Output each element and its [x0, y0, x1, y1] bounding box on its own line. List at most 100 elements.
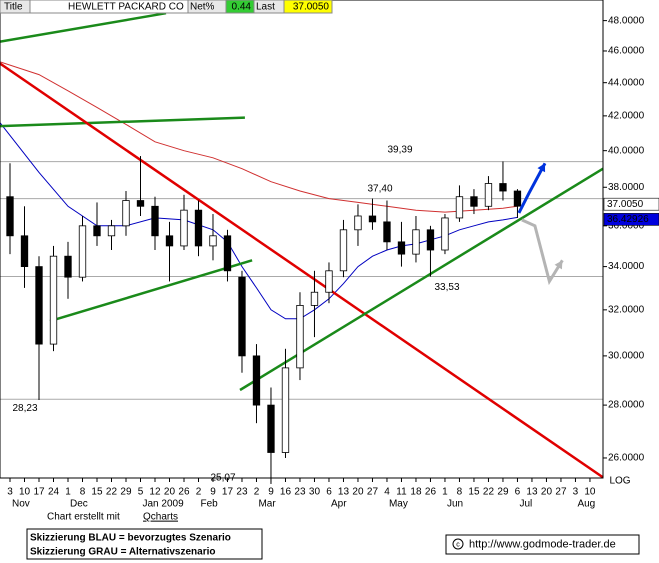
- header-label: Title: [4, 2, 23, 13]
- candle-body: [267, 404, 275, 453]
- last-value-box: [603, 213, 659, 226]
- candle-body: [64, 255, 72, 278]
- level-label: 37,40: [367, 183, 392, 194]
- last-value-label: 37.0050: [607, 199, 644, 210]
- candle-body: [296, 305, 304, 369]
- x-tick-label: 17: [222, 487, 234, 498]
- x-tick-label: 13: [526, 487, 538, 498]
- x-tick-label: 29: [120, 487, 132, 498]
- legend-text: Skizzierung GRAU = Alternativszenario: [30, 547, 216, 558]
- x-tick-label: 4: [384, 487, 390, 498]
- candle-body: [6, 196, 14, 237]
- candle-body: [426, 229, 435, 251]
- x-tick-label: 5: [138, 487, 144, 498]
- y-tick-label: 36.0000: [608, 220, 645, 231]
- x-tick-label: 27: [367, 487, 379, 498]
- y-tick-label: 46.0000: [608, 46, 645, 57]
- url: http://www.godmode-trader.de: [469, 538, 616, 550]
- candle-body: [484, 183, 493, 207]
- y-tick-label: 28.0000: [608, 400, 645, 411]
- header-label: Net%: [190, 2, 215, 13]
- legend-text: Skizzierung BLAU = bevorzugtes Szenario: [30, 533, 231, 544]
- x-tick-label: 6: [515, 487, 521, 498]
- month-label: Apr: [331, 499, 347, 510]
- scenario-path: [521, 218, 564, 286]
- header-label: Last: [256, 2, 275, 13]
- trendline: [0, 62, 604, 479]
- candle-body: [325, 270, 333, 293]
- month-label: Jun: [447, 499, 463, 510]
- candle-body: [252, 355, 261, 406]
- last-value-label: 36.42926: [607, 214, 649, 225]
- arrow-head: [537, 163, 546, 173]
- candle-body: [310, 291, 319, 306]
- candle-body: [93, 225, 101, 237]
- candle-body: [49, 255, 58, 345]
- y-tick-label: 44.0000: [608, 77, 645, 88]
- header-cell: [283, 0, 333, 14]
- x-tick-label: 22: [106, 487, 118, 498]
- candle-body: [151, 205, 159, 237]
- y-tick-label: 38.0000: [608, 182, 645, 193]
- header-net: 0.44: [232, 2, 252, 13]
- candle-body: [238, 276, 246, 357]
- x-tick-label: 20: [541, 487, 553, 498]
- month-label: Dec: [70, 499, 88, 510]
- credit-link: Qcharts: [143, 512, 178, 523]
- candle-body: [122, 200, 130, 227]
- x-tick-label: 20: [352, 487, 364, 498]
- x-tick-label: 6: [326, 487, 332, 498]
- x-tick-label: 16: [280, 487, 292, 498]
- legend-box: [26, 528, 263, 560]
- candle-body: [470, 196, 478, 207]
- candle-body: [354, 215, 362, 231]
- month-label: Mar: [258, 499, 276, 510]
- x-tick-label: 11: [396, 487, 407, 498]
- x-tick-label: 8: [80, 487, 86, 498]
- x-tick-label: 13: [338, 487, 350, 498]
- candle-body: [35, 266, 43, 345]
- candle-body: [368, 215, 377, 223]
- x-tick-label: 30: [309, 487, 321, 498]
- x-tick-label: 8: [457, 487, 463, 498]
- copyright-icon: [452, 538, 464, 550]
- x-tick-label: 10: [19, 487, 31, 498]
- x-tick-label: 18: [410, 487, 422, 498]
- level-label: 33,53: [434, 282, 459, 293]
- candle-body: [194, 209, 203, 247]
- candle-body: [180, 209, 188, 247]
- x-tick-label: 22: [483, 487, 495, 498]
- x-tick-label: 15: [91, 487, 103, 498]
- moving-average: [0, 61, 518, 213]
- x-tick-label: 27: [555, 487, 567, 498]
- x-tick-label: 17: [33, 487, 45, 498]
- candle-body: [165, 235, 174, 247]
- x-tick-label: 1: [442, 487, 448, 498]
- candle-body: [281, 367, 290, 453]
- x-tick-label: 24: [48, 487, 60, 498]
- x-tick-label: 15: [468, 487, 480, 498]
- level-label: 28,23: [12, 403, 37, 414]
- candle-body: [412, 229, 420, 255]
- x-tick-label: 3: [573, 487, 579, 498]
- candle-body: [499, 183, 507, 192]
- y-tick-label: 32.0000: [608, 304, 645, 315]
- month-label: Feb: [200, 499, 218, 510]
- x-tick-label: 9: [210, 487, 216, 498]
- month-label: Jul: [519, 499, 532, 510]
- candle-body: [441, 217, 449, 251]
- level-label: 39,39: [387, 144, 412, 155]
- x-tick-label: 2: [196, 487, 202, 498]
- month-label: Aug: [577, 499, 595, 510]
- last-value-box: [603, 197, 659, 211]
- x-tick-label: 12: [149, 487, 161, 498]
- x-tick-label: 23: [294, 487, 306, 498]
- candle-body: [397, 241, 406, 255]
- candle-body: [339, 229, 348, 272]
- x-tick-label: 2: [254, 487, 260, 498]
- x-tick-label: 3: [7, 487, 13, 498]
- candle-body: [20, 235, 29, 268]
- header-last: 37.0050: [293, 2, 330, 13]
